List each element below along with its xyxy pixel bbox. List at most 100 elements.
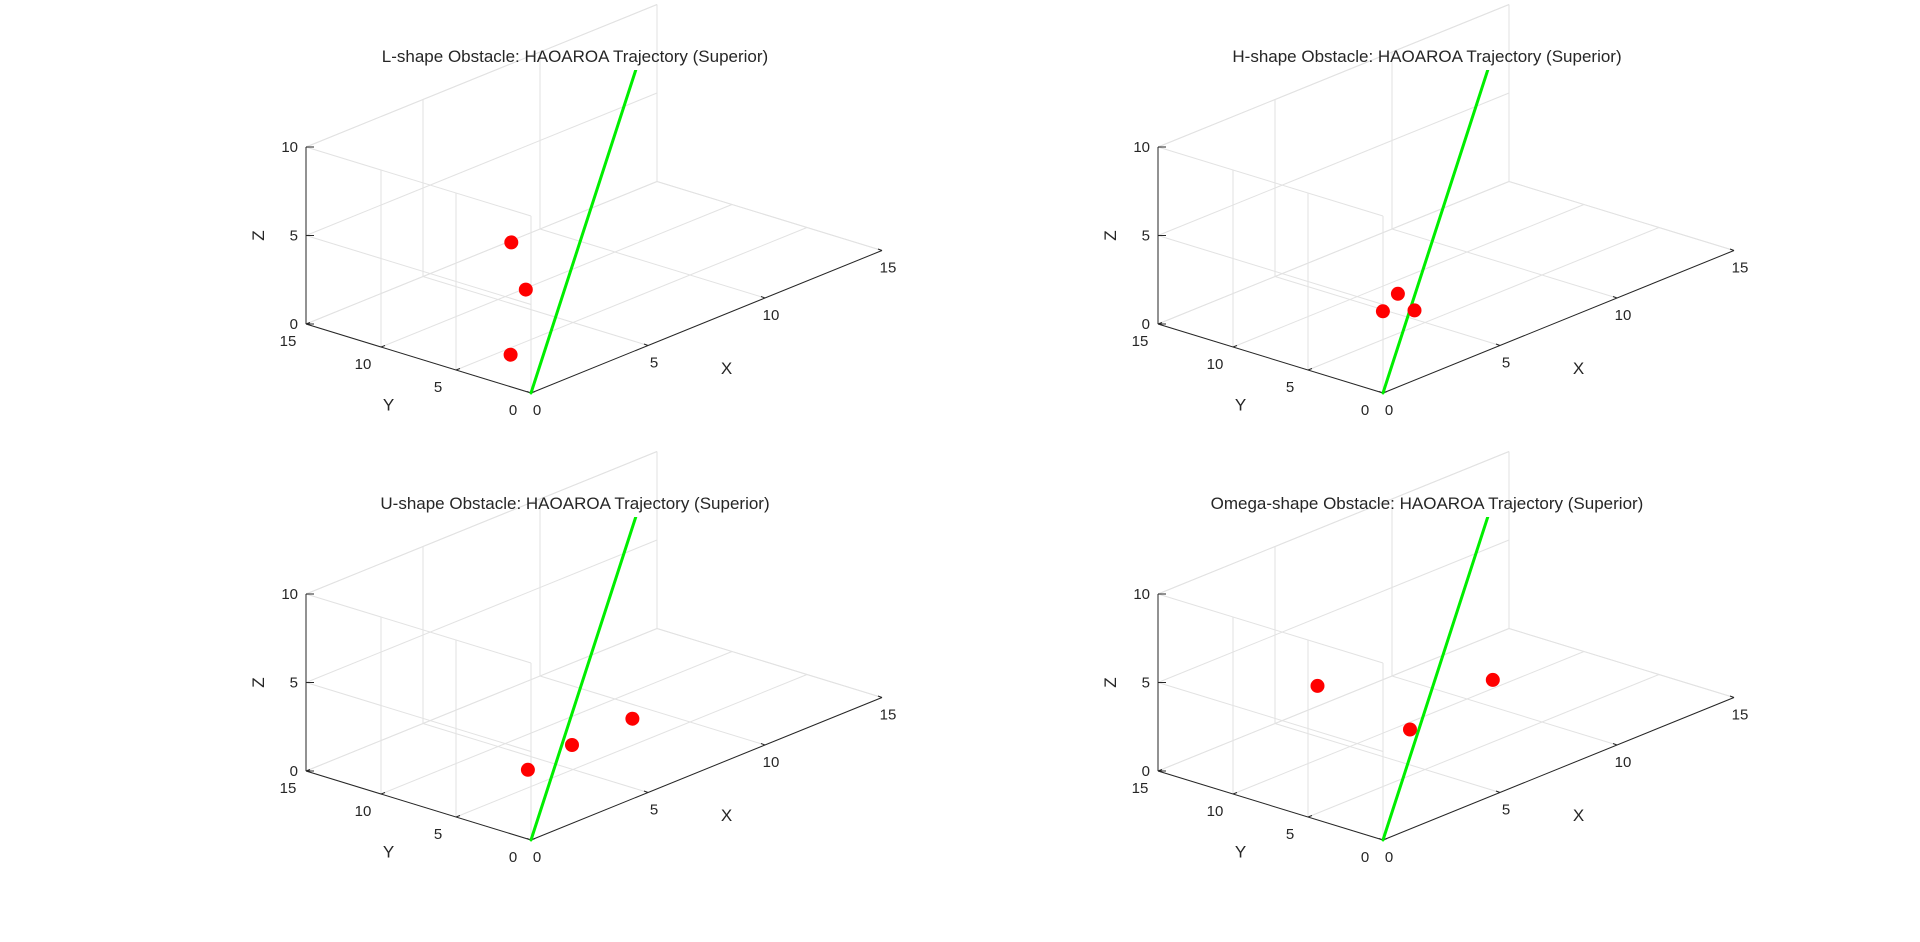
trajectory-line bbox=[1381, 70, 1490, 395]
x-tick-label: 5 bbox=[650, 802, 658, 819]
x-axis-label: X bbox=[1573, 359, 1584, 378]
y-tick-label: 10 bbox=[1207, 356, 1224, 373]
grid-line bbox=[305, 682, 532, 752]
x-tick-label: 5 bbox=[1502, 802, 1510, 819]
z-tick-label: 0 bbox=[1142, 763, 1150, 780]
x-tick-label: 0 bbox=[1385, 402, 1393, 419]
y-tick-mark bbox=[380, 792, 386, 795]
trajectory-line bbox=[529, 70, 638, 395]
z-tick-label: 10 bbox=[1133, 586, 1150, 603]
y-tick-label: 5 bbox=[1286, 379, 1294, 396]
y-tick-mark bbox=[1307, 815, 1313, 818]
box-edge bbox=[1157, 4, 1510, 148]
x-axis-label: X bbox=[1573, 806, 1584, 825]
y-axis-label: Y bbox=[383, 396, 394, 415]
x-axis-label: X bbox=[721, 359, 732, 378]
y-tick-label: 10 bbox=[1207, 803, 1224, 820]
x-tick-label: 10 bbox=[763, 754, 780, 771]
y-tick-label: 5 bbox=[434, 826, 442, 843]
grid-line bbox=[539, 228, 766, 299]
trajectory-line bbox=[529, 517, 638, 842]
box-edge bbox=[1157, 451, 1510, 595]
obstacle-point bbox=[1485, 672, 1500, 687]
box-edge bbox=[305, 451, 658, 595]
x-tick-mark bbox=[1612, 743, 1618, 746]
y-axis-line bbox=[1157, 323, 1384, 394]
x-tick-label: 15 bbox=[1732, 260, 1749, 277]
x-axis-line bbox=[530, 250, 883, 394]
x-tick-label: 10 bbox=[763, 307, 780, 324]
x-tick-mark bbox=[643, 343, 649, 346]
y-tick-label: 0 bbox=[1361, 402, 1369, 419]
z-axis-label: Z bbox=[1101, 230, 1120, 240]
obstacle-point bbox=[625, 711, 640, 726]
grid-line bbox=[305, 181, 658, 325]
x-tick-label: 0 bbox=[533, 402, 541, 419]
z-tick-label: 0 bbox=[290, 316, 298, 333]
obstacle-point bbox=[1390, 286, 1405, 301]
obstacle-point bbox=[565, 738, 579, 752]
grid-lines bbox=[305, 4, 883, 394]
grid-line bbox=[455, 674, 808, 818]
obstacle-point bbox=[1407, 303, 1422, 318]
grid-line bbox=[1157, 146, 1384, 217]
z-tick-label: 10 bbox=[1133, 139, 1150, 156]
box-edge bbox=[1508, 628, 1735, 698]
y-tick-mark bbox=[1232, 792, 1238, 795]
z-axis-label: Z bbox=[1101, 677, 1120, 687]
z-tick-label: 0 bbox=[290, 763, 298, 780]
grid-line bbox=[305, 146, 532, 217]
y-tick-label: 0 bbox=[509, 849, 517, 866]
grid-line bbox=[305, 235, 532, 305]
x-tick-label: 5 bbox=[1502, 355, 1510, 372]
grid-line bbox=[1157, 92, 1510, 236]
x-axis-line bbox=[530, 697, 883, 841]
y-tick-label: 0 bbox=[1361, 849, 1369, 866]
z-tick-label: 10 bbox=[281, 139, 298, 156]
z-tick-label: 5 bbox=[290, 228, 298, 245]
grid-line bbox=[380, 204, 733, 348]
x-tick-mark bbox=[760, 743, 766, 746]
obstacle-point bbox=[518, 282, 533, 297]
grid-line bbox=[1274, 723, 1501, 793]
y-tick-label: 0 bbox=[509, 402, 517, 419]
chart-title: Omega-shape Obstacle: HAOAROA Trajectory… bbox=[1211, 494, 1644, 513]
obstacle-point bbox=[520, 762, 535, 777]
obstacle-point bbox=[1403, 722, 1417, 737]
x-tick-mark bbox=[760, 296, 766, 299]
box-edge bbox=[1508, 181, 1735, 251]
x-tick-label: 0 bbox=[533, 849, 541, 866]
x-tick-label: 10 bbox=[1615, 754, 1632, 771]
grid-line bbox=[305, 92, 658, 236]
grid-line bbox=[1307, 674, 1660, 818]
y-tick-mark bbox=[1232, 345, 1238, 348]
grid-line bbox=[422, 723, 649, 793]
grid-line bbox=[1157, 628, 1510, 772]
y-axis-label: Y bbox=[1235, 396, 1246, 415]
x-tick-mark bbox=[1729, 695, 1735, 698]
y-tick-label: 5 bbox=[434, 379, 442, 396]
grid-line bbox=[305, 628, 658, 772]
y-tick-mark bbox=[455, 368, 461, 371]
grid-line bbox=[305, 539, 658, 683]
z-axis-label: Z bbox=[249, 677, 268, 687]
y-tick-label: 10 bbox=[355, 803, 372, 820]
z-tick-label: 5 bbox=[290, 675, 298, 692]
x-tick-mark bbox=[877, 248, 883, 251]
grid-line bbox=[1157, 682, 1384, 752]
z-tick-label: 5 bbox=[1142, 228, 1150, 245]
obstacle-point bbox=[1375, 304, 1390, 319]
y-tick-label: 10 bbox=[355, 356, 372, 373]
x-axis-line bbox=[1382, 697, 1735, 841]
x-tick-label: 15 bbox=[880, 707, 897, 724]
grid-line bbox=[1391, 228, 1618, 299]
x-tick-mark bbox=[1612, 296, 1618, 299]
x-tick-mark bbox=[1495, 790, 1501, 793]
z-tick-label: 0 bbox=[1142, 316, 1150, 333]
z-tick-label: 10 bbox=[281, 586, 298, 603]
